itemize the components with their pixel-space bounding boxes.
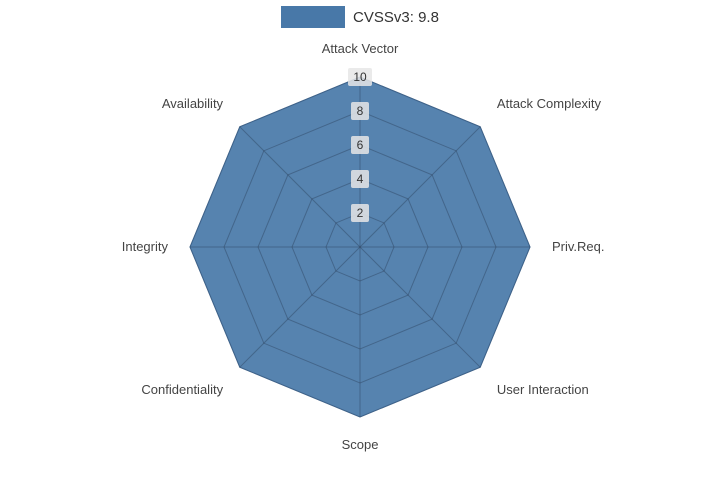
grid-spoke-overlay [239,126,361,248]
tick-label-box [351,170,369,188]
grid-ring-overlay [189,76,531,418]
tick-label-box [351,102,369,120]
tick-label: 8 [357,104,364,118]
grid-ring-overlay [257,144,463,350]
axis-label: Scope [342,437,379,452]
tick-label: 2 [357,206,364,220]
tick-label: 10 [353,70,367,84]
grid-spoke-overlay [239,246,361,368]
axis-label: Confidentiality [141,382,223,397]
tick-label-box [351,204,369,222]
tick-label-box [348,68,372,86]
axis-label: Priv.Req. [552,239,605,254]
axis-label: Integrity [122,239,169,254]
data-polygon [189,76,531,418]
grid-ring-overlay [325,212,395,282]
axis-label: Availability [162,96,224,111]
axis-label: User Interaction [497,382,589,397]
tick-label: 6 [357,138,364,152]
legend-label: CVSSv3: 9.8 [353,8,439,26]
tick-label: 4 [357,172,364,186]
grid-spoke-overlay [359,126,481,248]
tick-label-box [351,136,369,154]
axis-label: Attack Complexity [497,96,602,111]
legend-swatch [281,6,346,28]
chart-legend: CVSSv3: 9.8 [0,6,720,28]
grid-ring-overlay [223,110,497,384]
axis-label: Attack Vector [322,41,399,56]
grid-ring-overlay [291,178,429,316]
grid-spoke-overlay [359,246,481,368]
